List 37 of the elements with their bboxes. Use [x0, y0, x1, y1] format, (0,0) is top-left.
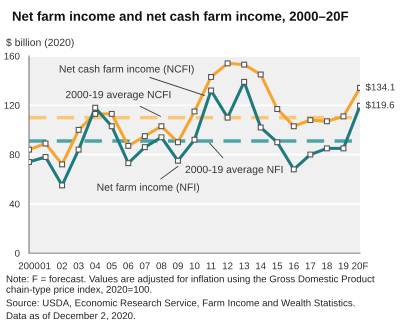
x-tick-label: 01	[40, 262, 50, 270]
x-tick-label: 07	[140, 262, 150, 270]
x-tick-label: 09	[172, 262, 183, 270]
ref-line-label: 2000-19 average NCFI	[66, 90, 170, 100]
x-tick-label: 20F	[352, 262, 368, 270]
x-tick-label: 11	[206, 262, 216, 270]
x-tick-label: 13	[239, 262, 250, 270]
series-label: Net cash farm income (NCFI)	[60, 64, 194, 75]
text: Note: F = forecast. Values are adjusted for inflation using the Gross Domestic Product chain-type price index, 2020=100.	[6, 275, 375, 295]
x-tick-label: 10	[190, 262, 200, 270]
y-tick-label: 0	[14, 250, 20, 257]
x-tick-label: 16	[289, 262, 299, 270]
y-tick-label: 160	[4, 52, 20, 60]
data-label: $119.6	[366, 101, 394, 109]
x-tick-label: 06	[123, 262, 134, 270]
x-tick-label: 18	[322, 262, 332, 270]
x-tick-label: 05	[106, 262, 117, 270]
chart-title: Net farm income and net cash farm income, 2000–20F	[12, 11, 348, 23]
x-tick-label: 17	[306, 262, 316, 270]
x-tick-label: 04	[90, 262, 100, 270]
x-tick-label: 12	[222, 262, 233, 270]
y-tick-label: 80	[10, 151, 20, 158]
x-tick-label: 14	[256, 262, 266, 270]
x-tick-label: 15	[272, 262, 282, 270]
x-tick-label: 03	[74, 262, 84, 270]
x-tick-label: 08	[156, 262, 166, 270]
y-tick-label: 40	[9, 200, 20, 208]
data-label: $134.1	[366, 83, 395, 92]
y-tick-label: 120	[4, 102, 20, 109]
source-note: Source: USDA, Economic Research Service, Farm Income and Wealth Statistics.	[6, 299, 355, 308]
x-tick-label: 02	[57, 262, 68, 270]
x-tick-label: 2000	[18, 262, 40, 270]
text: Data as of December 2, 2020.	[6, 312, 135, 320]
text: Net farm income (NFI)	[98, 183, 200, 193]
y-axis-title: $ billion (2020)	[6, 38, 74, 48]
ref-line-label: 2000-19 average NFI	[186, 166, 282, 176]
x-tick-label: 19	[338, 262, 348, 270]
